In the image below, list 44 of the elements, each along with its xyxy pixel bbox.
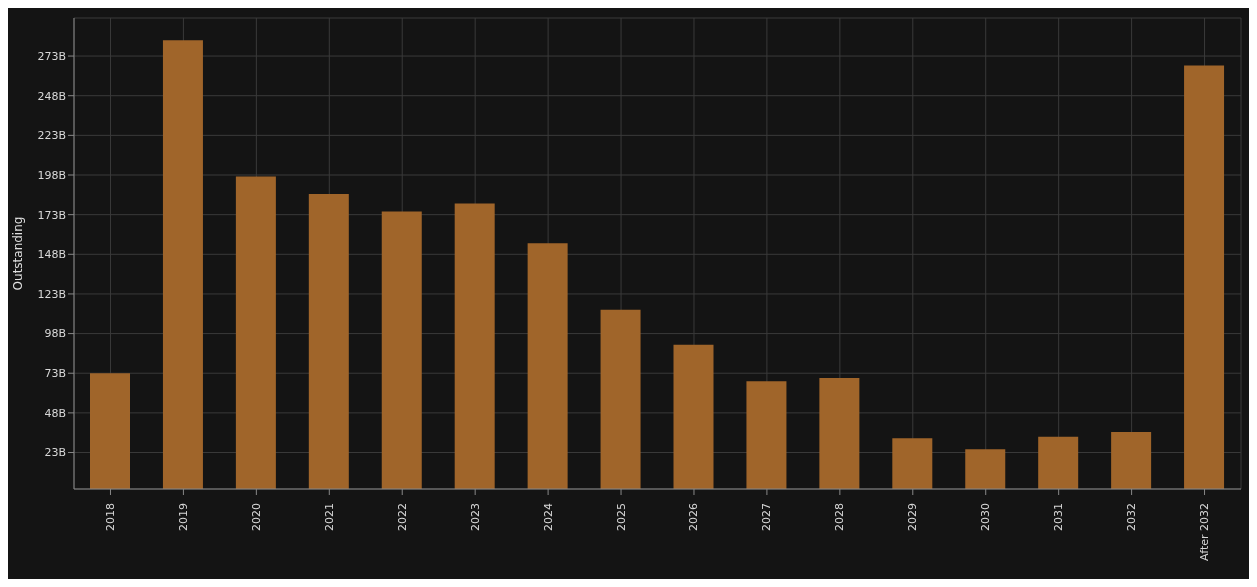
bar bbox=[527, 243, 568, 489]
x-tick-label: 2021 bbox=[322, 503, 336, 531]
x-tick-label: 2027 bbox=[760, 503, 774, 531]
bar bbox=[454, 203, 495, 489]
bar bbox=[673, 344, 714, 489]
bar bbox=[892, 438, 933, 489]
bar bbox=[308, 194, 349, 489]
y-tick-label: 73B bbox=[44, 367, 66, 381]
x-tick-label: 2030 bbox=[979, 503, 993, 531]
x-tick-label: 2026 bbox=[687, 503, 701, 531]
y-tick-label: 148B bbox=[37, 248, 66, 262]
x-tick-label: 2031 bbox=[1052, 503, 1066, 531]
bar bbox=[235, 176, 276, 489]
x-tick-label: 2024 bbox=[541, 503, 555, 531]
x-tick-label: 2020 bbox=[249, 503, 263, 531]
y-tick-label: 198B bbox=[37, 168, 66, 182]
y-tick-label: 173B bbox=[37, 208, 66, 222]
x-tick-label: 2025 bbox=[614, 503, 628, 531]
bar bbox=[1038, 436, 1079, 489]
bar bbox=[1111, 431, 1152, 489]
bar bbox=[965, 449, 1006, 489]
y-tick-label: 248B bbox=[37, 89, 66, 103]
y-tick-label: 123B bbox=[37, 287, 66, 301]
x-tick-label: 2029 bbox=[906, 503, 920, 531]
x-tick-label: 2022 bbox=[395, 503, 409, 531]
x-tick-label: 2018 bbox=[103, 503, 117, 531]
bar bbox=[90, 373, 130, 489]
y-tick-label: 48B bbox=[44, 406, 66, 420]
x-tick-label: 2028 bbox=[833, 503, 847, 531]
bar bbox=[162, 40, 203, 489]
y-tick-label: 98B bbox=[44, 327, 66, 341]
x-tick-label: After 2032 bbox=[1198, 503, 1212, 561]
bar bbox=[1184, 65, 1225, 489]
y-tick-label: 223B bbox=[37, 129, 66, 143]
x-tick-label: 2019 bbox=[176, 503, 190, 531]
x-tick-label: 2032 bbox=[1125, 503, 1139, 531]
y-axis-title: Outstanding bbox=[11, 216, 26, 291]
bar bbox=[381, 211, 422, 489]
bar bbox=[746, 381, 787, 489]
y-tick-label: 23B bbox=[44, 446, 66, 460]
bar bbox=[819, 377, 860, 489]
bar bbox=[600, 309, 641, 489]
x-tick-label: 2023 bbox=[468, 503, 482, 531]
y-tick-label: 273B bbox=[37, 49, 66, 63]
